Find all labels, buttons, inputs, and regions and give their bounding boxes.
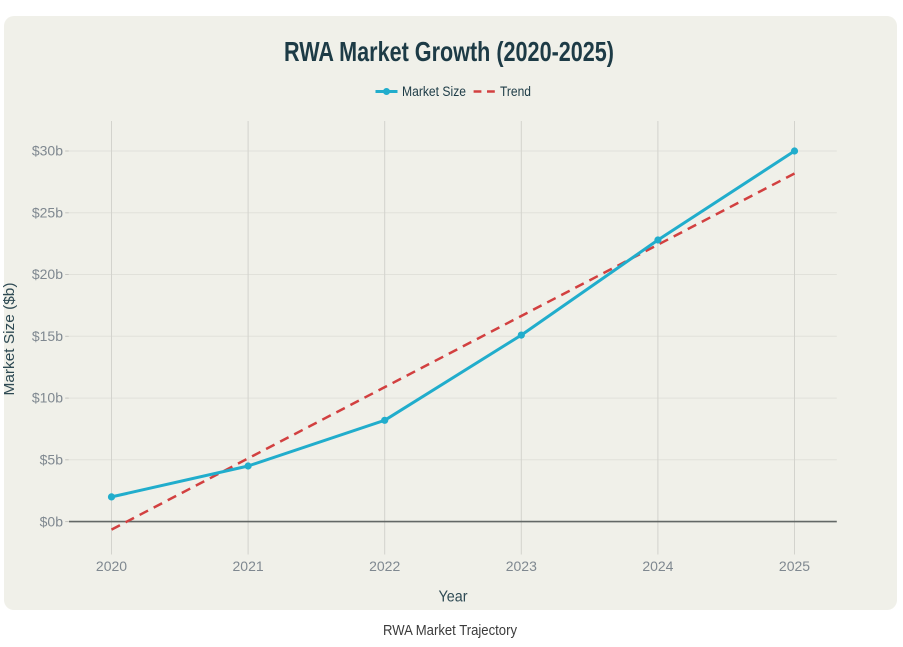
svg-text:$10b: $10b	[32, 390, 63, 406]
svg-text:2020: 2020	[96, 558, 127, 574]
svg-text:2025: 2025	[779, 558, 810, 574]
svg-text:2022: 2022	[369, 558, 400, 574]
svg-text:Year: Year	[439, 589, 469, 606]
svg-text:2024: 2024	[642, 558, 673, 574]
svg-text:Market Size ($b): Market Size ($b)	[1, 283, 18, 396]
svg-text:$20b: $20b	[32, 266, 63, 282]
svg-text:RWA Market Trajectory: RWA Market Trajectory	[383, 623, 518, 639]
svg-text:$5b: $5b	[40, 451, 64, 467]
svg-text:RWA Market Growth (2020-2025): RWA Market Growth (2020-2025)	[284, 36, 614, 67]
svg-text:2023: 2023	[506, 558, 537, 574]
svg-text:$15b: $15b	[32, 328, 63, 344]
svg-text:$0b: $0b	[40, 514, 64, 530]
svg-text:$25b: $25b	[32, 204, 63, 220]
svg-text:2021: 2021	[233, 558, 264, 574]
svg-text:Market Size: Market Size	[402, 84, 466, 99]
svg-text:Trend: Trend	[500, 84, 531, 99]
svg-text:$30b: $30b	[32, 143, 63, 159]
